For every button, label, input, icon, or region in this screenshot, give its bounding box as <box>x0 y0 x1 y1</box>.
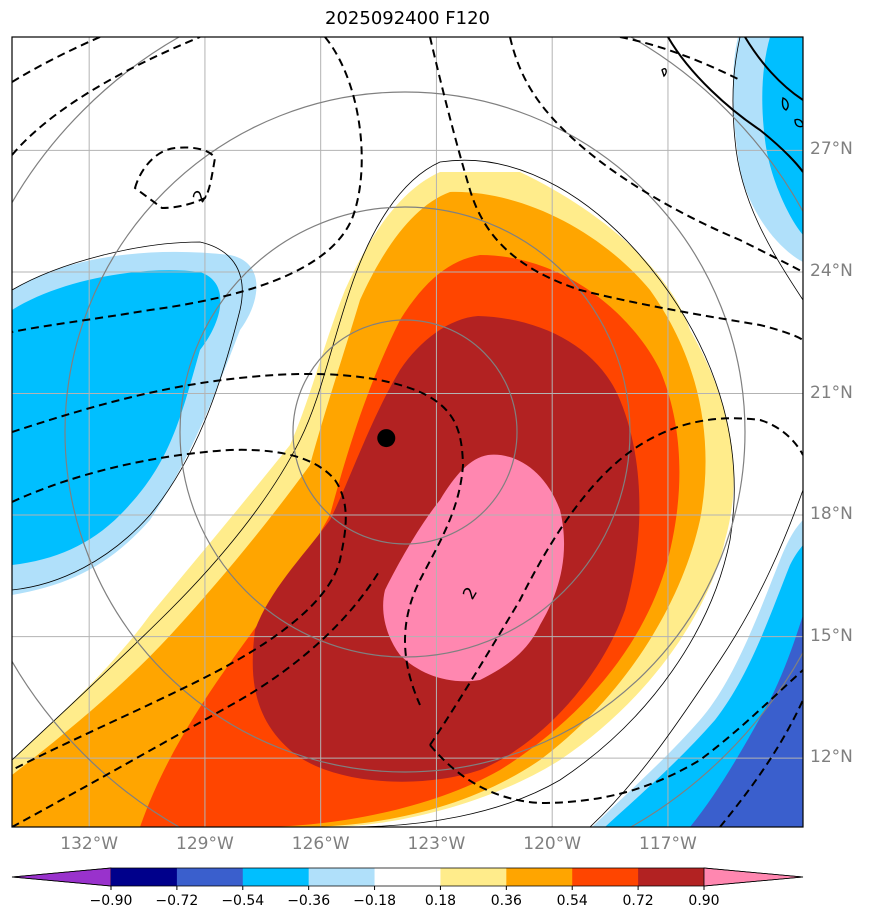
dashed-contour-e <box>12 448 347 771</box>
neg-anomaly-northeast <box>762 37 803 235</box>
lon-tick-label: 126°W <box>291 834 350 854</box>
dashed-contour-a <box>12 37 201 156</box>
solid-contour-4 <box>794 118 803 128</box>
dashed-contour-f <box>12 569 381 827</box>
dashed-contour-i <box>133 146 217 210</box>
lon-tick-label: 123°W <box>407 834 466 854</box>
colorbar-tick-label: 0.18 <box>424 893 457 909</box>
dashed-contour-j <box>429 669 803 805</box>
solid-contour-3 <box>781 97 789 111</box>
range-ring-1 <box>292 319 518 545</box>
dashed-contour-k <box>429 417 803 746</box>
colorbar-swatch <box>638 868 705 886</box>
zone-outline-west <box>12 241 243 591</box>
chart-title: 2025092400 F120 <box>325 8 490 29</box>
neg-anomaly-west <box>12 270 221 565</box>
colorbar-swatch <box>506 868 573 886</box>
colorbar-swatch <box>176 868 244 886</box>
colorbar-tick-label: 0.90 <box>688 893 720 909</box>
dashed-contour-b <box>12 37 101 83</box>
colorbar-extend-low <box>11 867 112 887</box>
dashed-contour-d <box>12 372 465 706</box>
colorbar-tick-label: −0.18 <box>353 893 396 909</box>
lon-tick-label: 129°W <box>176 834 234 854</box>
colorbar-swatch <box>242 868 310 886</box>
zone-outline-east <box>732 37 803 301</box>
colorbar-tick-label: −0.72 <box>155 893 199 909</box>
colorbar-swatch <box>308 868 376 886</box>
colorbar-tick-label: −0.90 <box>89 893 133 909</box>
lon-tick-label: 120°W <box>523 834 582 854</box>
lat-tick-label: 18°N <box>810 504 853 525</box>
dashed-contour-l <box>719 699 803 827</box>
dashed-contour-m <box>619 37 741 81</box>
solid-contour-5 <box>661 68 667 78</box>
lat-tick-label: 15°N <box>810 625 853 646</box>
colorbar-swatch <box>440 868 507 886</box>
colorbar-tick-label: −0.54 <box>221 893 265 909</box>
dashed-contour-g <box>429 37 803 341</box>
zone-outline-warm <box>349 159 735 827</box>
zone-outline-warm-west <box>12 161 441 761</box>
colorbar-tick-label: 0.72 <box>622 893 654 909</box>
lon-tick-label: 132°W <box>60 834 119 854</box>
pos-anomaly-090 <box>383 454 565 682</box>
lat-tick-label: 24°N <box>810 260 853 281</box>
solid-contour-2 <box>744 37 803 101</box>
zone-outline-southeast <box>589 489 803 827</box>
range-ring-3 <box>64 91 746 773</box>
solid-contour-1 <box>667 37 803 173</box>
neg-anomaly-southeast-strong <box>690 615 803 827</box>
colorbar-swatch <box>374 868 441 886</box>
range-ring-2 <box>179 206 631 658</box>
colorbar-tick-label: −0.36 <box>287 893 331 909</box>
lat-tick-label: 21°N <box>810 382 853 403</box>
colorbar-tick-label: 0.36 <box>490 893 522 909</box>
colorbar-swatch <box>572 868 639 886</box>
lat-tick-label: 27°N <box>810 139 853 160</box>
dashed-contour-c <box>12 37 363 333</box>
colorbar-extend-high <box>703 867 804 887</box>
colorbar-tick-label: 0.54 <box>556 893 588 909</box>
colorbar-swatch <box>111 868 178 886</box>
lon-tick-label: 117°W <box>639 834 697 854</box>
dashed-contour-h <box>509 37 803 273</box>
plot-frame <box>11 36 804 828</box>
lat-tick-label: 12°N <box>810 747 853 768</box>
storm-center-marker <box>377 429 396 448</box>
